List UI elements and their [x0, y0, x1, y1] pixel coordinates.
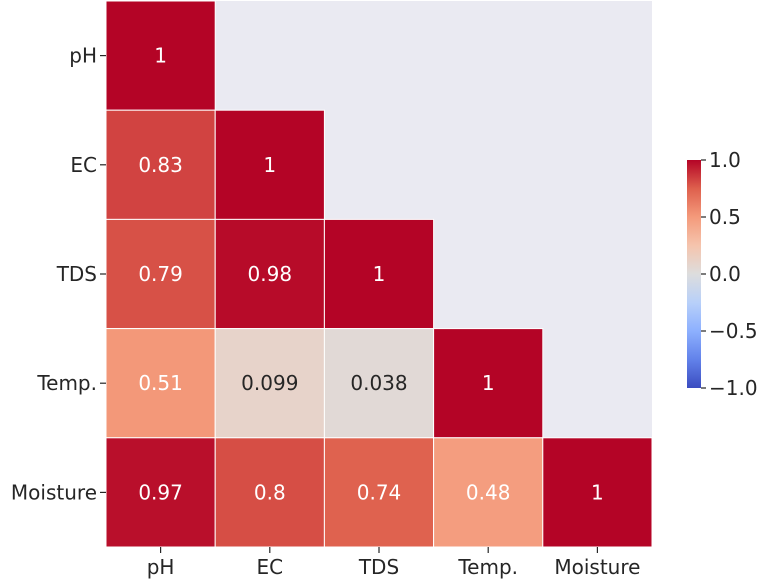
- y-tick-label: EC: [70, 153, 97, 177]
- cell-value-label: 0.099: [241, 371, 298, 395]
- colorbar-gradient: [687, 160, 701, 388]
- colorbar-tick-label: −1.0: [709, 376, 758, 400]
- colorbar-tick-label: 0.5: [709, 205, 741, 229]
- cell-value-label: 0.74: [357, 480, 402, 504]
- heatmap-cell: [542, 437, 653, 548]
- colorbar-tick-label: 1.0: [709, 148, 741, 172]
- x-tick-label: TDS: [358, 555, 399, 579]
- cell-value-label: 0.79: [138, 262, 183, 286]
- heatmap-cell: [105, 328, 216, 439]
- y-tick-label: pH: [69, 44, 97, 68]
- heatmap-cell: [214, 328, 325, 439]
- cell-value-label: 0.83: [138, 153, 183, 177]
- heatmap-cell: [105, 109, 216, 220]
- y-tick-label: Moisture: [11, 480, 97, 504]
- heatmap-cell: [433, 437, 544, 548]
- cell-value-label: 0.48: [466, 480, 511, 504]
- y-tick-label: Temp.: [36, 371, 97, 395]
- cell-value-label: 1: [263, 153, 276, 177]
- y-tick-label: TDS: [56, 262, 97, 286]
- heatmap-cell: [323, 328, 435, 439]
- colorbar: 1.0 0.5 0.0 −0.5 −1.0: [687, 148, 758, 400]
- cell-value-label: 0.8: [254, 480, 286, 504]
- x-tick-label: Moisture: [554, 555, 640, 579]
- x-axis: pH EC TDS Temp. Moisture: [147, 547, 640, 579]
- cell-value-label: 1: [373, 262, 386, 286]
- heatmap-cell: [214, 109, 325, 220]
- cell-value-label: 0.97: [138, 480, 183, 504]
- y-axis: pH EC TDS Temp. Moisture: [11, 44, 106, 504]
- heatmap-cell: [105, 218, 216, 330]
- heatmap-cell: [323, 437, 435, 548]
- heatmap-cell: [214, 437, 325, 548]
- colorbar-tick-label: 0.0: [709, 262, 741, 286]
- cell-value-label: 0.038: [350, 371, 407, 395]
- x-tick-label: pH: [147, 555, 175, 579]
- cell-value-label: 1: [591, 480, 604, 504]
- colorbar-tick-label: −0.5: [709, 319, 758, 343]
- x-tick-label: EC: [256, 555, 283, 579]
- x-tick-label: Temp.: [457, 555, 518, 579]
- heatmap-cell: [105, 0, 216, 111]
- heatmap-cell: [433, 328, 544, 439]
- cell-value-label: 1: [154, 44, 167, 68]
- cell-labels: 1 0.83 1 0.79 0.98 1 0.51 0.099 0.038 1 0.97 0.8 0.7…: [138, 44, 603, 505]
- heatmap-cells: [105, 0, 653, 548]
- cell-value-label: 0.51: [138, 371, 183, 395]
- cell-value-label: 0.98: [248, 262, 293, 286]
- cell-value-label: 1: [482, 371, 495, 395]
